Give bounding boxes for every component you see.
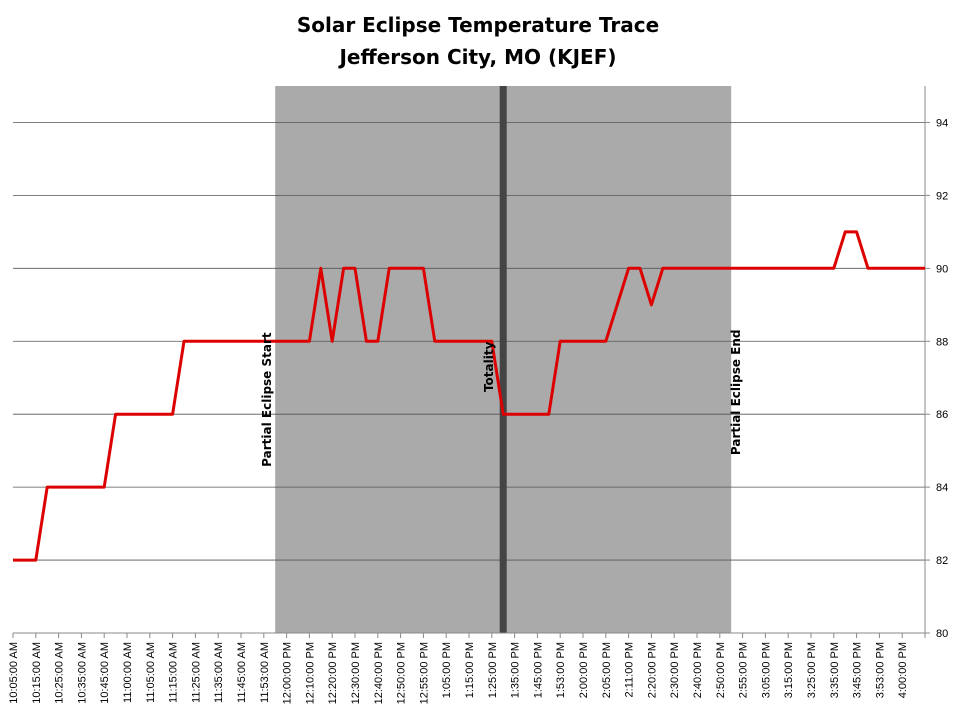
x-tick-label: 11:35:00 AM [213, 642, 225, 703]
x-tick-label: 3:45:00 PM [852, 642, 864, 698]
x-tick-label: 12:00:00 PM [282, 642, 294, 704]
x-tick-label: 1:05:00 PM [441, 642, 453, 698]
x-tick-label: 11:00:00 AM [122, 642, 134, 703]
x-tick-label: 12:10:00 PM [304, 642, 316, 704]
x-tick-label: 10:05:00 AM [8, 642, 20, 704]
x-tick-label: 12:40:00 PM [373, 642, 385, 704]
x-tick-label: 1:45:00 PM [532, 642, 544, 698]
x-tick-label: 2:40:00 PM [692, 642, 704, 698]
y-tick-label: 90 [936, 263, 948, 275]
series-layer [13, 230, 925, 562]
x-tick-label: 1:35:00 PM [510, 642, 522, 698]
x-tick-label: 2:30:00 PM [669, 642, 681, 698]
annotation-label: Partial Eclipse End [729, 329, 743, 455]
x-tick-label: 2:00:00 PM [578, 642, 590, 698]
annotations-layer: Partial Eclipse Start Totality Partial Ecl… [260, 329, 743, 466]
x-tick-label: 11:05:00 AM [145, 642, 157, 703]
x-tick-label: 12:50:00 PM [396, 642, 408, 704]
chart-subtitle: Jefferson City, MO (KJEF) [337, 45, 616, 69]
x-tick-label: 2:11:00 PM [624, 642, 636, 697]
x-tick-label: 10:35:00 AM [76, 642, 88, 704]
x-tick-label: 3:05:00 PM [760, 642, 772, 698]
x-tick-label: 2:55:00 PM [738, 642, 750, 698]
y-tick-label: 80 [936, 628, 948, 640]
x-tick-label: 2:20:00 PM [646, 642, 658, 698]
x-tick-label: 2:50:00 PM [715, 642, 727, 698]
x-tick-labels: 10:05:00 AM 10:15:00 AM 10:25:00 AM 10:35:0… [8, 642, 909, 704]
x-tick-label: 4:00:00 PM [897, 642, 909, 698]
x-tick-label: 3:35:00 PM [829, 642, 841, 698]
temperature-series-line [13, 230, 925, 562]
x-tick-label: 1:25:00 PM [487, 642, 499, 698]
x-tick-label: 3:25:00 PM [806, 642, 818, 698]
x-tick-label: 11:15:00 AM [168, 642, 180, 703]
x-tick-label: 11:53:00 AM [259, 642, 271, 703]
y-tick-label: 82 [936, 555, 948, 567]
x-tick-label: 12:20:00 PM [327, 642, 339, 704]
annotation-label: Partial Eclipse Start [260, 332, 274, 467]
x-tick-label: 12:30:00 PM [350, 642, 362, 704]
x-tick-label: 1:53:00 PM [555, 642, 567, 698]
x-tick-label: 3:53:00 PM [874, 642, 886, 698]
axes-layer [12, 86, 930, 638]
x-tick-label: 12:55:00 PM [418, 642, 430, 704]
x-tick-label: 2:05:00 PM [601, 642, 613, 698]
y-tick-labels: 80 82 84 86 88 90 92 94 [936, 117, 948, 640]
y-tick-label: 84 [936, 482, 948, 494]
x-tick-label: 10:45:00 AM [99, 642, 111, 704]
y-tick-label: 92 [936, 190, 948, 202]
chart-title: Solar Eclipse Temperature Trace [297, 13, 659, 37]
x-tick-label: 11:25:00 AM [190, 642, 202, 703]
x-tick-label: 10:25:00 AM [54, 642, 66, 704]
y-tick-label: 88 [936, 336, 948, 348]
x-tick-label: 1:15:00 PM [464, 642, 476, 698]
x-tick-label: 11:45:00 AM [236, 642, 248, 703]
x-tick-label: 3:15:00 PM [783, 642, 795, 698]
y-tick-label: 86 [936, 409, 948, 421]
x-tick-label: 10:15:00 AM [31, 642, 43, 704]
annotation-label: Totality [482, 341, 496, 392]
y-tick-label: 94 [936, 117, 948, 129]
